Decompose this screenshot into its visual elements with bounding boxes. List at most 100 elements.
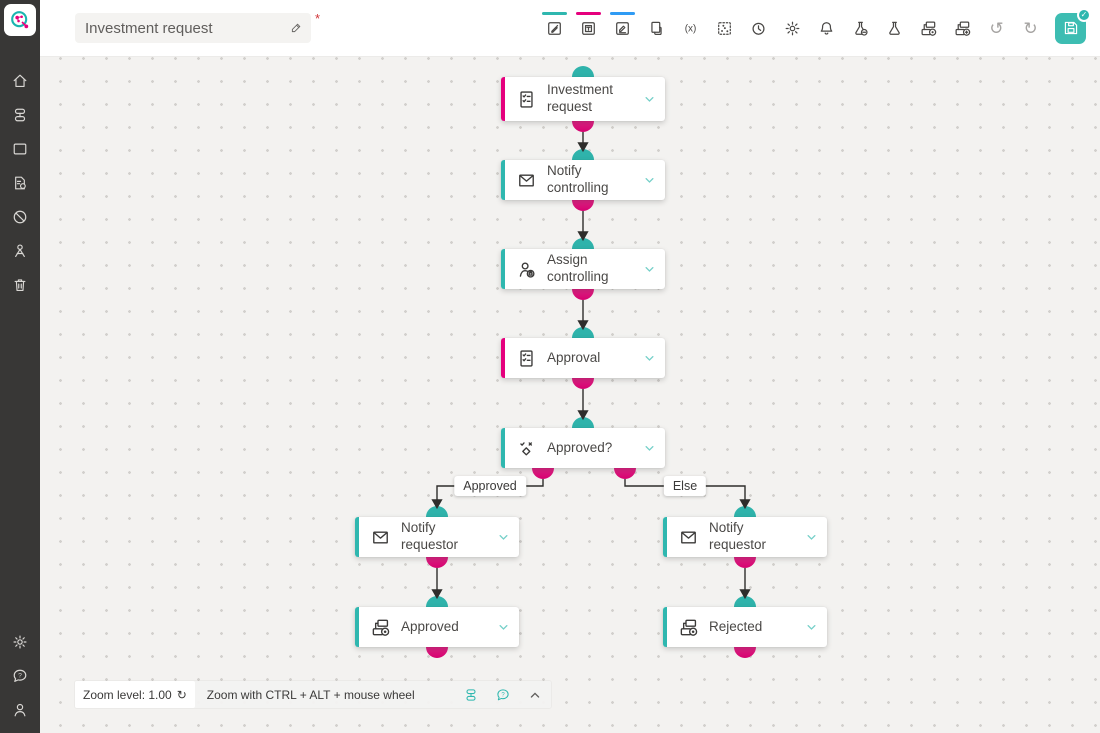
document-gear-icon [11, 174, 29, 192]
edge-label-else[interactable]: Else [663, 476, 707, 496]
process-designer-tab[interactable] [539, 11, 570, 44]
title-wrap: * [75, 11, 321, 43]
form-icon [516, 89, 537, 110]
sidebar-item-profile[interactable] [0, 693, 40, 727]
toolbar-buttons: (x) ↺ ↻ ✓ [539, 7, 1091, 44]
process-title-input[interactable] [75, 13, 311, 43]
workflow-publish-button[interactable] [947, 12, 978, 44]
copy-doc-icon [647, 19, 666, 38]
required-marker: * [315, 11, 321, 26]
collapse-statusbar-icon[interactable] [519, 681, 551, 708]
history-button[interactable] [743, 12, 774, 44]
test-run-disabled-button[interactable] [845, 12, 876, 44]
node-accent-bar [501, 338, 505, 378]
zoom-hint: Zoom with CTRL + ALT + mouse wheel [206, 687, 415, 702]
node-label: Assign controlling [547, 252, 609, 284]
trash-icon [11, 276, 29, 294]
gear-icon [11, 633, 29, 651]
notifications-button[interactable] [811, 12, 842, 44]
save-icon [1062, 19, 1080, 37]
sidebar-item-documents[interactable] [0, 166, 40, 200]
node-assign-controlling[interactable]: Assign controlling [501, 249, 665, 289]
zoom-level: Zoom level: 1.00 ↻ [75, 681, 195, 708]
comments-icon[interactable]: ? [487, 681, 519, 708]
sidebar-item-data[interactable] [0, 200, 40, 234]
statusbar-icons: ? [455, 681, 551, 708]
node-investment-request[interactable]: Investment request [501, 77, 665, 121]
sidebar-bottom-nav: ? [0, 625, 40, 727]
edge-layer [426, 66, 756, 658]
node-approved-gateway[interactable]: Approved? [501, 428, 665, 468]
process-canvas[interactable]: Zoom level: 1.00 ↻ Zoom with CTRL + ALT … [40, 57, 1100, 733]
chevron-down-icon[interactable] [804, 620, 819, 635]
save-button[interactable]: ✓ [1055, 7, 1091, 44]
undo-button[interactable]: ↺ [981, 12, 1012, 44]
node-accent-bar [663, 517, 667, 557]
board-icon [11, 140, 29, 158]
flow-badge-icon [919, 19, 938, 38]
node-label: Approved? [547, 439, 613, 455]
edge-label-approved[interactable]: Approved [454, 476, 526, 496]
node-rejected-end[interactable]: Rejected [663, 607, 827, 647]
test-run-button[interactable] [879, 12, 910, 44]
flask-off-icon [851, 19, 870, 38]
process-title-value[interactable] [85, 19, 289, 37]
bell-icon [817, 19, 836, 38]
node-notify-requestor-right[interactable]: Notify requestor [663, 517, 827, 557]
mail-icon [370, 527, 391, 548]
mail-icon [516, 170, 537, 191]
workflow-status-button[interactable] [913, 12, 944, 44]
sidebar-item-trash[interactable] [0, 268, 40, 302]
minimap-icon[interactable] [455, 681, 487, 708]
sidebar-item-home[interactable] [0, 64, 40, 98]
svg-text:?: ? [501, 692, 505, 698]
chevron-down-icon[interactable] [496, 620, 511, 635]
node-label: Approval [547, 349, 601, 365]
app-logo[interactable] [4, 4, 36, 36]
node-approval[interactable]: Approval [501, 338, 665, 378]
chevron-down-icon[interactable] [642, 351, 657, 366]
check-icon: ✓ [1077, 7, 1091, 22]
sidebar-item-organization[interactable] [0, 234, 40, 268]
zoom-reset-icon[interactable]: ↻ [176, 687, 187, 702]
history-icon [749, 19, 768, 38]
sidebar-item-settings[interactable] [0, 625, 40, 659]
simulation-button[interactable] [709, 12, 740, 44]
chevron-down-icon[interactable] [642, 173, 657, 188]
decision-icon [516, 438, 537, 459]
node-accent-bar [501, 160, 505, 200]
scatter-icon [715, 19, 734, 38]
versions-button[interactable] [641, 12, 672, 44]
chevron-down-icon[interactable] [642, 441, 657, 456]
ui-designer-tab[interactable] [607, 11, 638, 44]
sidebar: ? [0, 0, 40, 733]
node-notify-requestor-left[interactable]: Notify requestor [355, 517, 519, 557]
undo-icon: ↺ [989, 18, 1004, 38]
chevron-down-icon[interactable] [804, 530, 819, 545]
flow-end-icon [370, 617, 391, 638]
chevron-down-icon[interactable] [642, 92, 657, 107]
node-approved-end[interactable]: Approved [355, 607, 519, 647]
logo-icon [11, 11, 29, 29]
org-icon [11, 242, 29, 260]
shapes-icon [11, 208, 29, 226]
node-accent-bar [501, 249, 505, 289]
chevron-down-icon[interactable] [496, 530, 511, 545]
node-accent-bar [663, 607, 667, 647]
flow-end-icon [678, 617, 699, 638]
sidebar-item-apps[interactable] [0, 132, 40, 166]
redo-button[interactable]: ↻ [1015, 12, 1046, 44]
node-notify-controlling[interactable]: Notify controlling [501, 160, 665, 200]
settings-button[interactable] [777, 12, 808, 44]
sidebar-item-processes[interactable] [0, 98, 40, 132]
sidebar-item-help[interactable]: ? [0, 659, 40, 693]
svg-text:(x): (x) [685, 23, 697, 34]
mail-icon [678, 527, 699, 548]
form-designer-tab[interactable] [573, 11, 604, 44]
node-label: Investment request [547, 82, 614, 114]
pencil-icon [289, 21, 303, 35]
tab-process-icon [545, 19, 564, 38]
variables-button[interactable]: (x) [675, 12, 706, 44]
node-label: Notify requestor [709, 520, 767, 552]
chevron-down-icon[interactable] [642, 262, 657, 277]
